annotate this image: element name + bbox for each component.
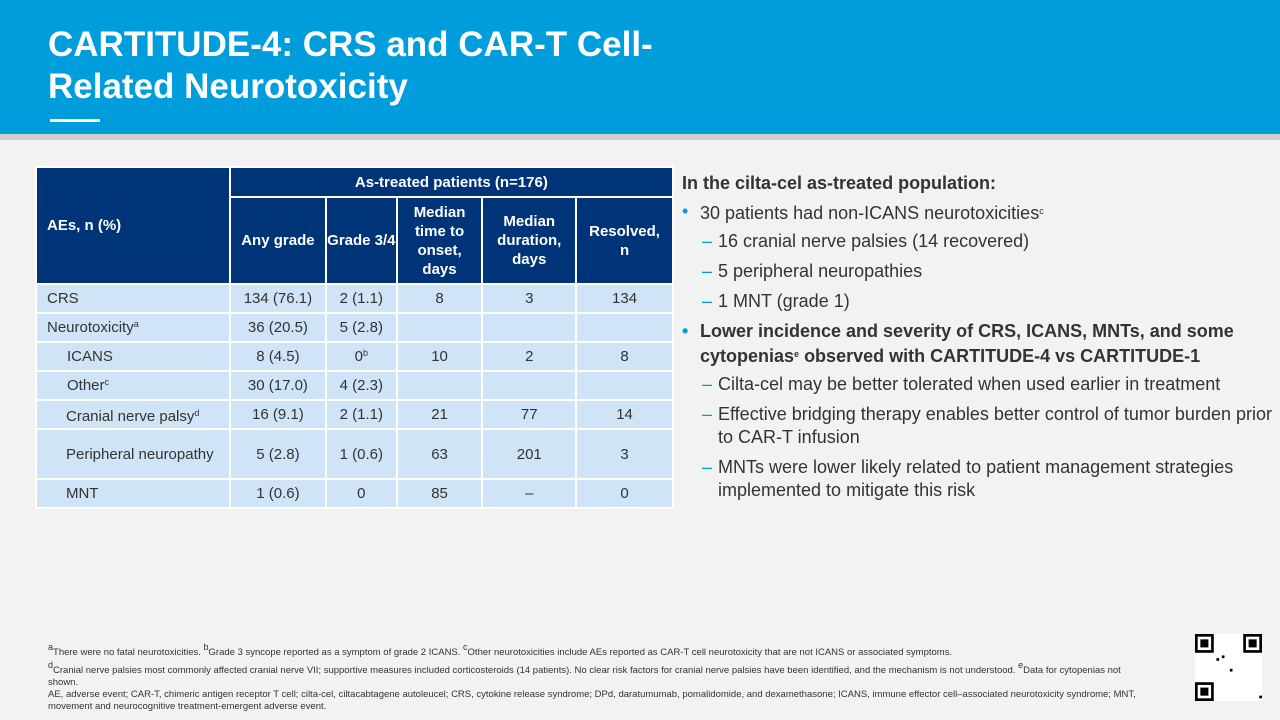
- summary-heading: In the cilta-cel as-treated population:: [682, 173, 997, 193]
- sub-bullet: 5 peripheral neuropathies: [682, 260, 1272, 283]
- row-label: ICANS: [37, 343, 229, 370]
- cell: 8 (4.5): [230, 343, 326, 370]
- summary: In the cilta-cel as-treated population: …: [682, 172, 1272, 509]
- col-header: Grade 3/4: [327, 198, 396, 283]
- cell: [483, 314, 576, 341]
- cell: 0: [327, 480, 396, 507]
- cell: 5 (2.8): [327, 314, 396, 341]
- cell: 14: [577, 401, 672, 428]
- cell: [397, 314, 482, 341]
- col-header: Resolved, n: [577, 198, 672, 283]
- cell: 0b: [327, 343, 396, 370]
- cell: [577, 372, 672, 399]
- sub-bullet: Cilta-cel may be better tolerated when u…: [682, 373, 1272, 396]
- cell: 3: [577, 430, 672, 478]
- cell: 63: [397, 430, 482, 478]
- row-label: Otherc: [37, 372, 229, 399]
- cell: 36 (20.5): [230, 314, 326, 341]
- abbreviations: AE, adverse event; CAR-T, chimeric antig…: [48, 689, 1136, 712]
- cell: 1 (0.6): [327, 430, 396, 478]
- cell: 2 (1.1): [327, 401, 396, 428]
- row-label: Neurotoxicitya: [37, 314, 229, 341]
- sub-bullet: MNTs were lower likely related to patien…: [682, 456, 1272, 502]
- divider: [0, 134, 1280, 140]
- cell: 5 (2.8): [230, 430, 326, 478]
- cell: [483, 372, 576, 399]
- col-header: Median time to onset, days: [397, 198, 482, 283]
- footnotes: aThere were no fatal neurotoxicities. bG…: [48, 641, 1148, 713]
- row-label: CRS: [37, 285, 229, 312]
- title-bar: CARTITUDE-4: CRS and CAR-T Cell-Related …: [0, 0, 1280, 134]
- cell: 2 (1.1): [327, 285, 396, 312]
- table-row: Neurotoxicitya 36 (20.5) 5 (2.8): [37, 314, 672, 341]
- sub-bullet: Effective bridging therapy enables bette…: [682, 403, 1272, 449]
- row-header: AEs, n (%): [37, 168, 229, 283]
- bullet: 30 patients had non-ICANS neurotoxicitie…: [682, 200, 1272, 225]
- cell: 77: [483, 401, 576, 428]
- cell: 21: [397, 401, 482, 428]
- cell: 8: [577, 343, 672, 370]
- cell: 30 (17.0): [230, 372, 326, 399]
- ae-table: AEs, n (%) As-treated patients (n=176) A…: [35, 166, 674, 509]
- qr-code[interactable]: [1195, 634, 1262, 701]
- cell: [397, 372, 482, 399]
- cell: 4 (2.3): [327, 372, 396, 399]
- sub-bullet: 1 MNT (grade 1): [682, 290, 1272, 313]
- cell: 201: [483, 430, 576, 478]
- row-label: Cranial nerve palsyd: [37, 401, 229, 428]
- cell: 8: [397, 285, 482, 312]
- table-row: MNT 1 (0.6) 0 85–0: [37, 480, 672, 507]
- sub-bullet: 16 cranial nerve palsies (14 recovered): [682, 230, 1272, 253]
- col-header: Median duration, days: [483, 198, 576, 283]
- group-header: As-treated patients (n=176): [230, 168, 672, 196]
- cell: –: [483, 480, 576, 507]
- cell: 85: [397, 480, 482, 507]
- title-underline: [50, 119, 100, 122]
- cell: 0: [577, 480, 672, 507]
- bullet: Lower incidence and severity of CRS, ICA…: [682, 320, 1272, 368]
- page-title: CARTITUDE-4: CRS and CAR-T Cell-Related …: [48, 25, 653, 106]
- cell: 3: [483, 285, 576, 312]
- row-label: Peripheral neuropathy: [37, 430, 229, 478]
- col-header: Any grade: [230, 198, 326, 283]
- table-row: Peripheral neuropathy 5 (2.8) 1 (0.6) 63 201…: [37, 430, 672, 478]
- cell: 10: [397, 343, 482, 370]
- cell: [577, 314, 672, 341]
- table-row: Cranial nerve palsyd 16 (9.1) 2 (1.1) 21 77 1…: [37, 401, 672, 428]
- table-row: Otherc 30 (17.0) 4 (2.3): [37, 372, 672, 399]
- cell: 134 (76.1): [230, 285, 326, 312]
- cell: 134: [577, 285, 672, 312]
- cell: 16 (9.1): [230, 401, 326, 428]
- row-label: MNT: [37, 480, 229, 507]
- table-row: ICANS 8 (4.5) 0b 10 2 8: [37, 343, 672, 370]
- cell: 2: [483, 343, 576, 370]
- table-row: CRS 134 (76.1) 2 (1.1) 8 3 134: [37, 285, 672, 312]
- cell: 1 (0.6): [230, 480, 326, 507]
